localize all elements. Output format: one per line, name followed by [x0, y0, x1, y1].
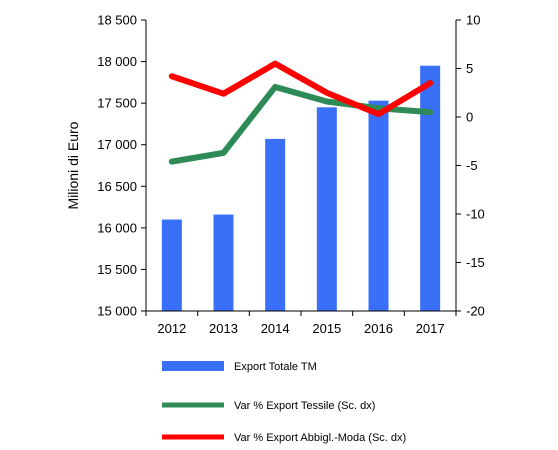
right-tick-label: 0 [466, 110, 473, 125]
legend-swatch-bar [162, 361, 224, 371]
right-tick-label: -10 [466, 207, 485, 222]
right-tick-label: -15 [466, 255, 485, 270]
right-tick-label: 10 [466, 13, 480, 28]
bar-series-export-totale [161, 65, 441, 311]
x-tick-label: 2015 [312, 321, 341, 336]
right-tick-label: -5 [466, 158, 478, 173]
left-tick-label: 18 000 [97, 54, 137, 69]
left-axis-ticks: 15 000 15 500 16 000 16 500 17 000 17 500 18 0… [97, 13, 146, 319]
x-tick-label: 2012 [157, 321, 186, 336]
right-tick-label: -20 [466, 304, 485, 319]
left-tick-label: 15 500 [97, 262, 137, 277]
x-tick-label: 2014 [261, 321, 290, 336]
bar-2013 [213, 214, 234, 311]
legend-label: Var % Export Tessile (Sc. dx) [234, 400, 375, 412]
bar-2015 [316, 107, 337, 311]
chart-legend: Export Totale TM Var % Export Tessile (Sc… [162, 361, 406, 444]
line-series-group [168, 60, 434, 165]
bar-2014 [265, 138, 286, 311]
line-var-export-tessile [168, 83, 434, 165]
left-tick-label: 17 500 [97, 96, 137, 111]
right-axis-ticks: -20 -15 -10 -5 0 5 10 [456, 13, 485, 319]
legend-label: Var % Export Abbigl.-Moda (Sc. dx) [234, 432, 406, 444]
legend-label: Export Totale TM [234, 361, 317, 373]
bar-2012 [161, 219, 182, 311]
x-tick-label: 2017 [416, 321, 445, 336]
x-axis-ticks: 2012 2013 2014 2015 2016 2017 [145, 311, 457, 336]
x-tick-label: 2013 [209, 321, 238, 336]
left-tick-label: 16 500 [97, 179, 137, 194]
right-tick-label: 5 [466, 61, 473, 76]
left-tick-label: 16 000 [97, 220, 137, 235]
line-var-export-abbigl-moda [168, 60, 434, 118]
chart-axes [145, 20, 457, 312]
x-tick-label: 2016 [364, 321, 393, 336]
bar-2017 [420, 65, 441, 311]
bar-2016 [368, 100, 389, 311]
left-tick-label: 18 500 [97, 13, 137, 28]
y-axis-title: Milioni di Euro [65, 121, 81, 209]
left-tick-label: 17 000 [97, 137, 137, 152]
left-tick-label: 15 000 [97, 304, 137, 319]
